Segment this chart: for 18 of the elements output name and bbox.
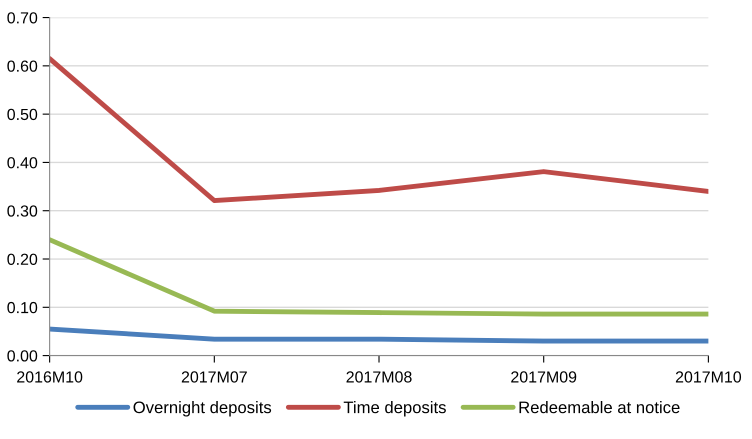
- line-series: [50, 237, 708, 316]
- y-tick-label: 0.00: [7, 350, 38, 362]
- y-tick-label: 0.40: [7, 157, 38, 168]
- x-tick-label: 2017M10: [676, 371, 742, 383]
- y-tick-label: 0.30: [7, 205, 38, 217]
- x-tick-label: 2017M08: [346, 371, 412, 383]
- y-tick-label: 0.70: [7, 12, 38, 24]
- y-tick-label: 0.60: [7, 60, 38, 72]
- x-tick-label: 2017M07: [182, 371, 247, 383]
- y-tick-label: 0.50: [7, 108, 38, 120]
- x-tick-label: 2017M09: [511, 371, 576, 383]
- y-tick-label: 0.10: [7, 302, 38, 314]
- x-tick-label: 2016M10: [17, 371, 82, 383]
- legend-label: Time deposits: [344, 401, 446, 417]
- legend-label: Redeemable at notice: [520, 401, 680, 414]
- y-tick-label: 0.20: [7, 254, 38, 265]
- legend-label: Overnight deposits: [134, 401, 272, 417]
- line-series: [50, 56, 708, 204]
